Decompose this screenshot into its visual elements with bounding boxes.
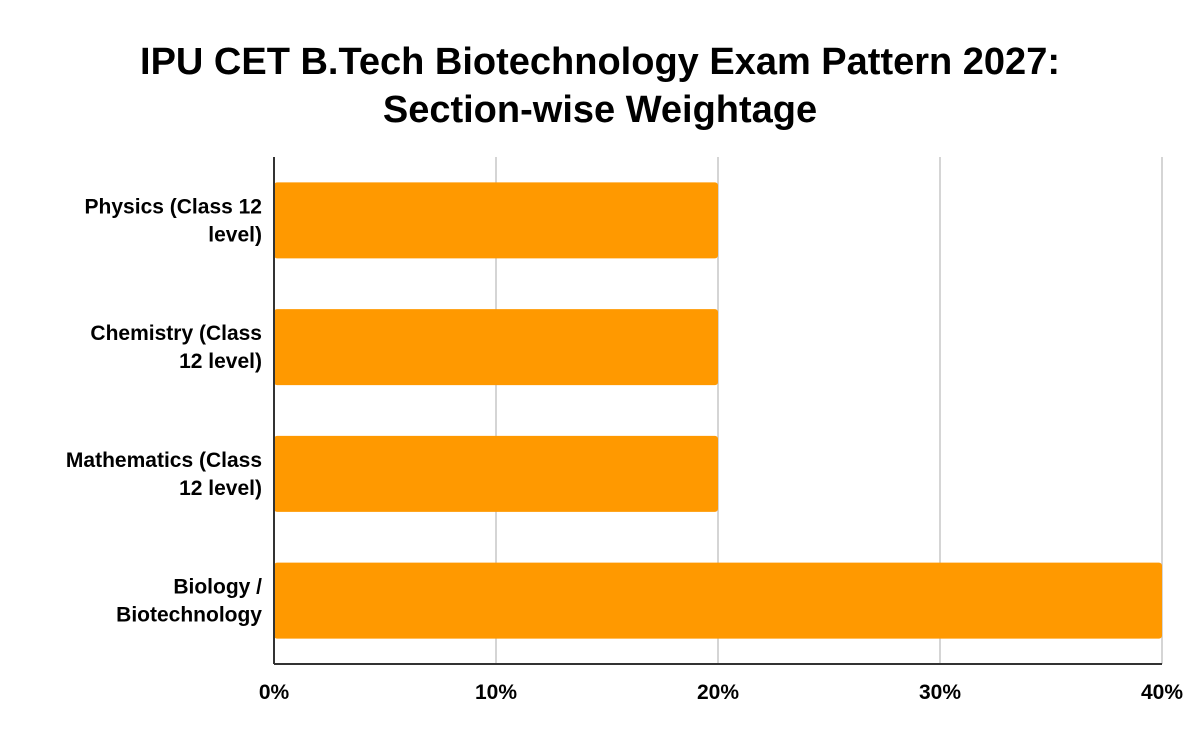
category-label-2: Mathematics (Class 12 level) xyxy=(66,449,262,500)
chart-title-line-2: Section-wise Weightage xyxy=(382,89,818,131)
bar-2 xyxy=(274,435,718,512)
category-label-0-line-0: Physics (Class 12 xyxy=(85,195,262,218)
x-tick-label-0: 0% xyxy=(259,681,290,704)
x-tick-label-2: 20% xyxy=(697,681,739,704)
category-label-0-line-1: level) xyxy=(208,223,262,246)
bars xyxy=(274,182,1162,639)
x-tick-labels: 0% 10% 20% 30% 40% xyxy=(259,681,1184,704)
category-label-3-line-1: Biotechnology xyxy=(116,604,262,627)
category-label-3: Biology / Biotechnology xyxy=(116,576,262,627)
category-label-3-line-0: Biology / xyxy=(173,576,262,599)
category-label-2-line-1: 12 level) xyxy=(179,477,262,500)
category-label-1: Chemistry (Class 12 level) xyxy=(90,322,262,373)
category-labels: Physics (Class 12 level) Chemistry (Class 1… xyxy=(66,195,262,626)
bar-0 xyxy=(274,182,718,259)
category-label-1-line-1: 12 level) xyxy=(179,350,262,373)
chart-title: IPU CET B.Tech Biotechnology Exam Patter… xyxy=(0,38,1200,134)
x-tick-label-3: 30% xyxy=(919,681,961,704)
axes xyxy=(273,157,1162,665)
x-tick-label-4: 40% xyxy=(1141,681,1183,704)
x-tick-label-1: 10% xyxy=(475,681,517,704)
category-label-2-line-0: Mathematics (Class xyxy=(66,449,262,472)
bar-1 xyxy=(274,309,718,386)
chart-title-line-1: IPU CET B.Tech Biotechnology Exam Patter… xyxy=(140,41,1060,83)
bar-3 xyxy=(274,562,1162,639)
category-label-1-line-0: Chemistry (Class xyxy=(90,322,262,345)
category-label-0: Physics (Class 12 level) xyxy=(85,195,262,246)
